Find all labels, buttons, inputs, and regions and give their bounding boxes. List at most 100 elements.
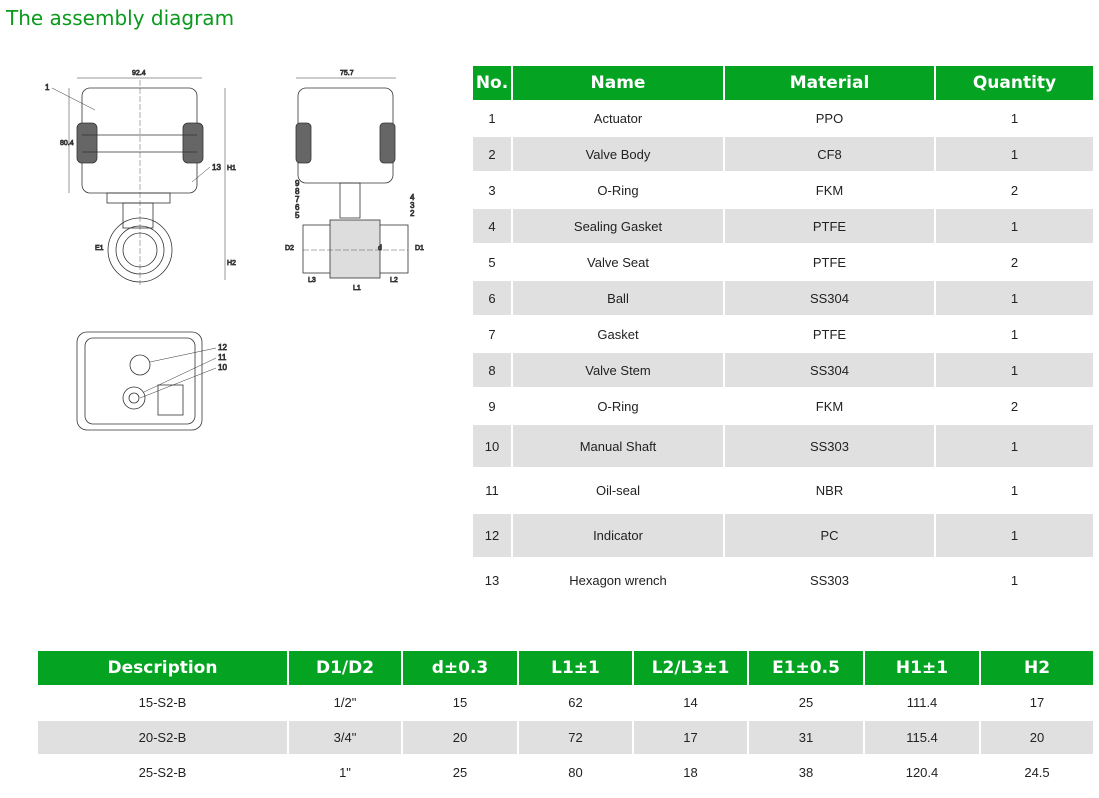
svg-text:1: 1	[45, 83, 50, 92]
svg-text:12: 12	[218, 343, 227, 352]
top-view: 12 11 10	[76, 331, 228, 431]
dims-cell: 14	[634, 685, 747, 720]
dims-cell: 25-S2-B	[38, 755, 287, 790]
cell-material: NBR	[725, 468, 934, 513]
dims-cell: 25	[403, 755, 517, 790]
header-quantity: Quantity	[936, 66, 1093, 100]
table-row: 1 Actuator PPO 1	[473, 100, 1093, 136]
cell-material: FKM	[725, 388, 934, 424]
dims-cell: 72	[519, 720, 632, 755]
cell-material: SS303	[725, 558, 934, 603]
cell-material: PC	[725, 513, 934, 558]
cell-quantity: 1	[936, 136, 1093, 172]
dim-80-4: 80.4	[60, 140, 74, 147]
dims-cell: 20	[403, 720, 517, 755]
dims-cell: 120.4	[865, 755, 979, 790]
dim-h1: H1	[227, 165, 236, 172]
cell-quantity: 1	[936, 468, 1093, 513]
table-row: 6 Ball SS304 1	[473, 280, 1093, 316]
table-row: 13 Hexagon wrench SS303 1	[473, 558, 1093, 603]
cell-name: Gasket	[513, 316, 723, 352]
dims-header-row: Description D1/D2 d±0.3 L1±1 L2/L3±1 E1±0.5 H1…	[38, 651, 1093, 685]
cell-quantity: 1	[936, 513, 1093, 558]
cell-name: Hexagon wrench	[513, 558, 723, 603]
cell-no: 3	[473, 172, 511, 208]
cell-name: Indicator	[513, 513, 723, 558]
dims-cell: 1/2"	[289, 685, 401, 720]
cell-material: PTFE	[725, 316, 934, 352]
svg-text:8: 8	[295, 187, 300, 196]
cell-material: PTFE	[725, 244, 934, 280]
cell-quantity: 2	[936, 388, 1093, 424]
cell-name: Sealing Gasket	[513, 208, 723, 244]
svg-text:13: 13	[212, 163, 221, 172]
dims-header-cell: E1±0.5	[749, 651, 863, 685]
dims-cell: 15	[403, 685, 517, 720]
table-row: 8 Valve Stem SS304 1	[473, 352, 1093, 388]
front-view: 92.4 80.4 H1 H2 E1 1 13	[45, 70, 236, 285]
cell-quantity: 2	[936, 172, 1093, 208]
header-no: No.	[473, 66, 511, 100]
cell-no: 6	[473, 280, 511, 316]
dims-cell: 111.4	[865, 685, 979, 720]
table-row: 11 Oil-seal NBR 1	[473, 468, 1093, 513]
svg-text:5: 5	[295, 211, 300, 220]
dims-cell: 17	[981, 685, 1093, 720]
svg-text:9: 9	[295, 179, 300, 188]
table-row: 12 Indicator PC 1	[473, 513, 1093, 558]
dim-e1: E1	[95, 245, 104, 252]
side-view: 75.7 L3 L1 L2 D2 D1 d 9 8 7 6 5 4 3 2	[285, 70, 425, 293]
cell-no: 5	[473, 244, 511, 280]
assembly-diagram: 92.4 80.4 H1 H2 E1 1 13 75.7 L3 L1 L2 D2…	[45, 70, 425, 431]
header-material: Material	[725, 66, 934, 100]
cell-name: Actuator	[513, 100, 723, 136]
cell-quantity: 1	[936, 208, 1093, 244]
cell-no: 4	[473, 208, 511, 244]
dims-cell: 25	[749, 685, 863, 720]
svg-text:7: 7	[295, 195, 300, 204]
dims-header-cell: H1±1	[865, 651, 979, 685]
dims-header-cell: L2/L3±1	[634, 651, 747, 685]
svg-text:L2: L2	[390, 277, 398, 284]
cell-name: O-Ring	[513, 388, 723, 424]
cell-material: FKM	[725, 172, 934, 208]
dims-cell: 20	[981, 720, 1093, 755]
cell-name: Valve Body	[513, 136, 723, 172]
dims-cell: 1"	[289, 755, 401, 790]
dim-h2: H2	[227, 260, 236, 267]
svg-text:d: d	[378, 245, 382, 252]
table-row: 3 O-Ring FKM 2	[473, 172, 1093, 208]
parts-header-row: No. Name Material Quantity	[473, 66, 1093, 100]
cell-quantity: 1	[936, 316, 1093, 352]
page-title: The assembly diagram	[6, 6, 235, 30]
cell-material: PPO	[725, 100, 934, 136]
cell-material: SS303	[725, 424, 934, 468]
dim-75-7: 75.7	[340, 70, 354, 77]
cell-material: SS304	[725, 280, 934, 316]
table-row: 7 Gasket PTFE 1	[473, 316, 1093, 352]
cell-material: SS304	[725, 352, 934, 388]
cell-no: 7	[473, 316, 511, 352]
cell-quantity: 2	[936, 244, 1093, 280]
cell-no: 9	[473, 388, 511, 424]
cell-name: Valve Seat	[513, 244, 723, 280]
dimensions-table: Description D1/D2 d±0.3 L1±1 L2/L3±1 E1±0.5 H1…	[36, 651, 1095, 790]
dims-cell: 15-S2-B	[38, 685, 287, 720]
cell-quantity: 1	[936, 558, 1093, 603]
table-row: 10 Manual Shaft SS303 1	[473, 424, 1093, 468]
cell-name: Valve Stem	[513, 352, 723, 388]
svg-text:3: 3	[410, 201, 415, 210]
svg-text:D1: D1	[415, 245, 424, 252]
table-row: 4 Sealing Gasket PTFE 1	[473, 208, 1093, 244]
cell-no: 8	[473, 352, 511, 388]
cell-name: Oil-seal	[513, 468, 723, 513]
dims-header-cell: L1±1	[519, 651, 632, 685]
dims-cell: 38	[749, 755, 863, 790]
svg-text:11: 11	[218, 353, 227, 362]
dims-cell: 31	[749, 720, 863, 755]
header-name: Name	[513, 66, 723, 100]
dims-header-cell: d±0.3	[403, 651, 517, 685]
dims-header-cell: Description	[38, 651, 287, 685]
cell-name: Ball	[513, 280, 723, 316]
cell-no: 2	[473, 136, 511, 172]
